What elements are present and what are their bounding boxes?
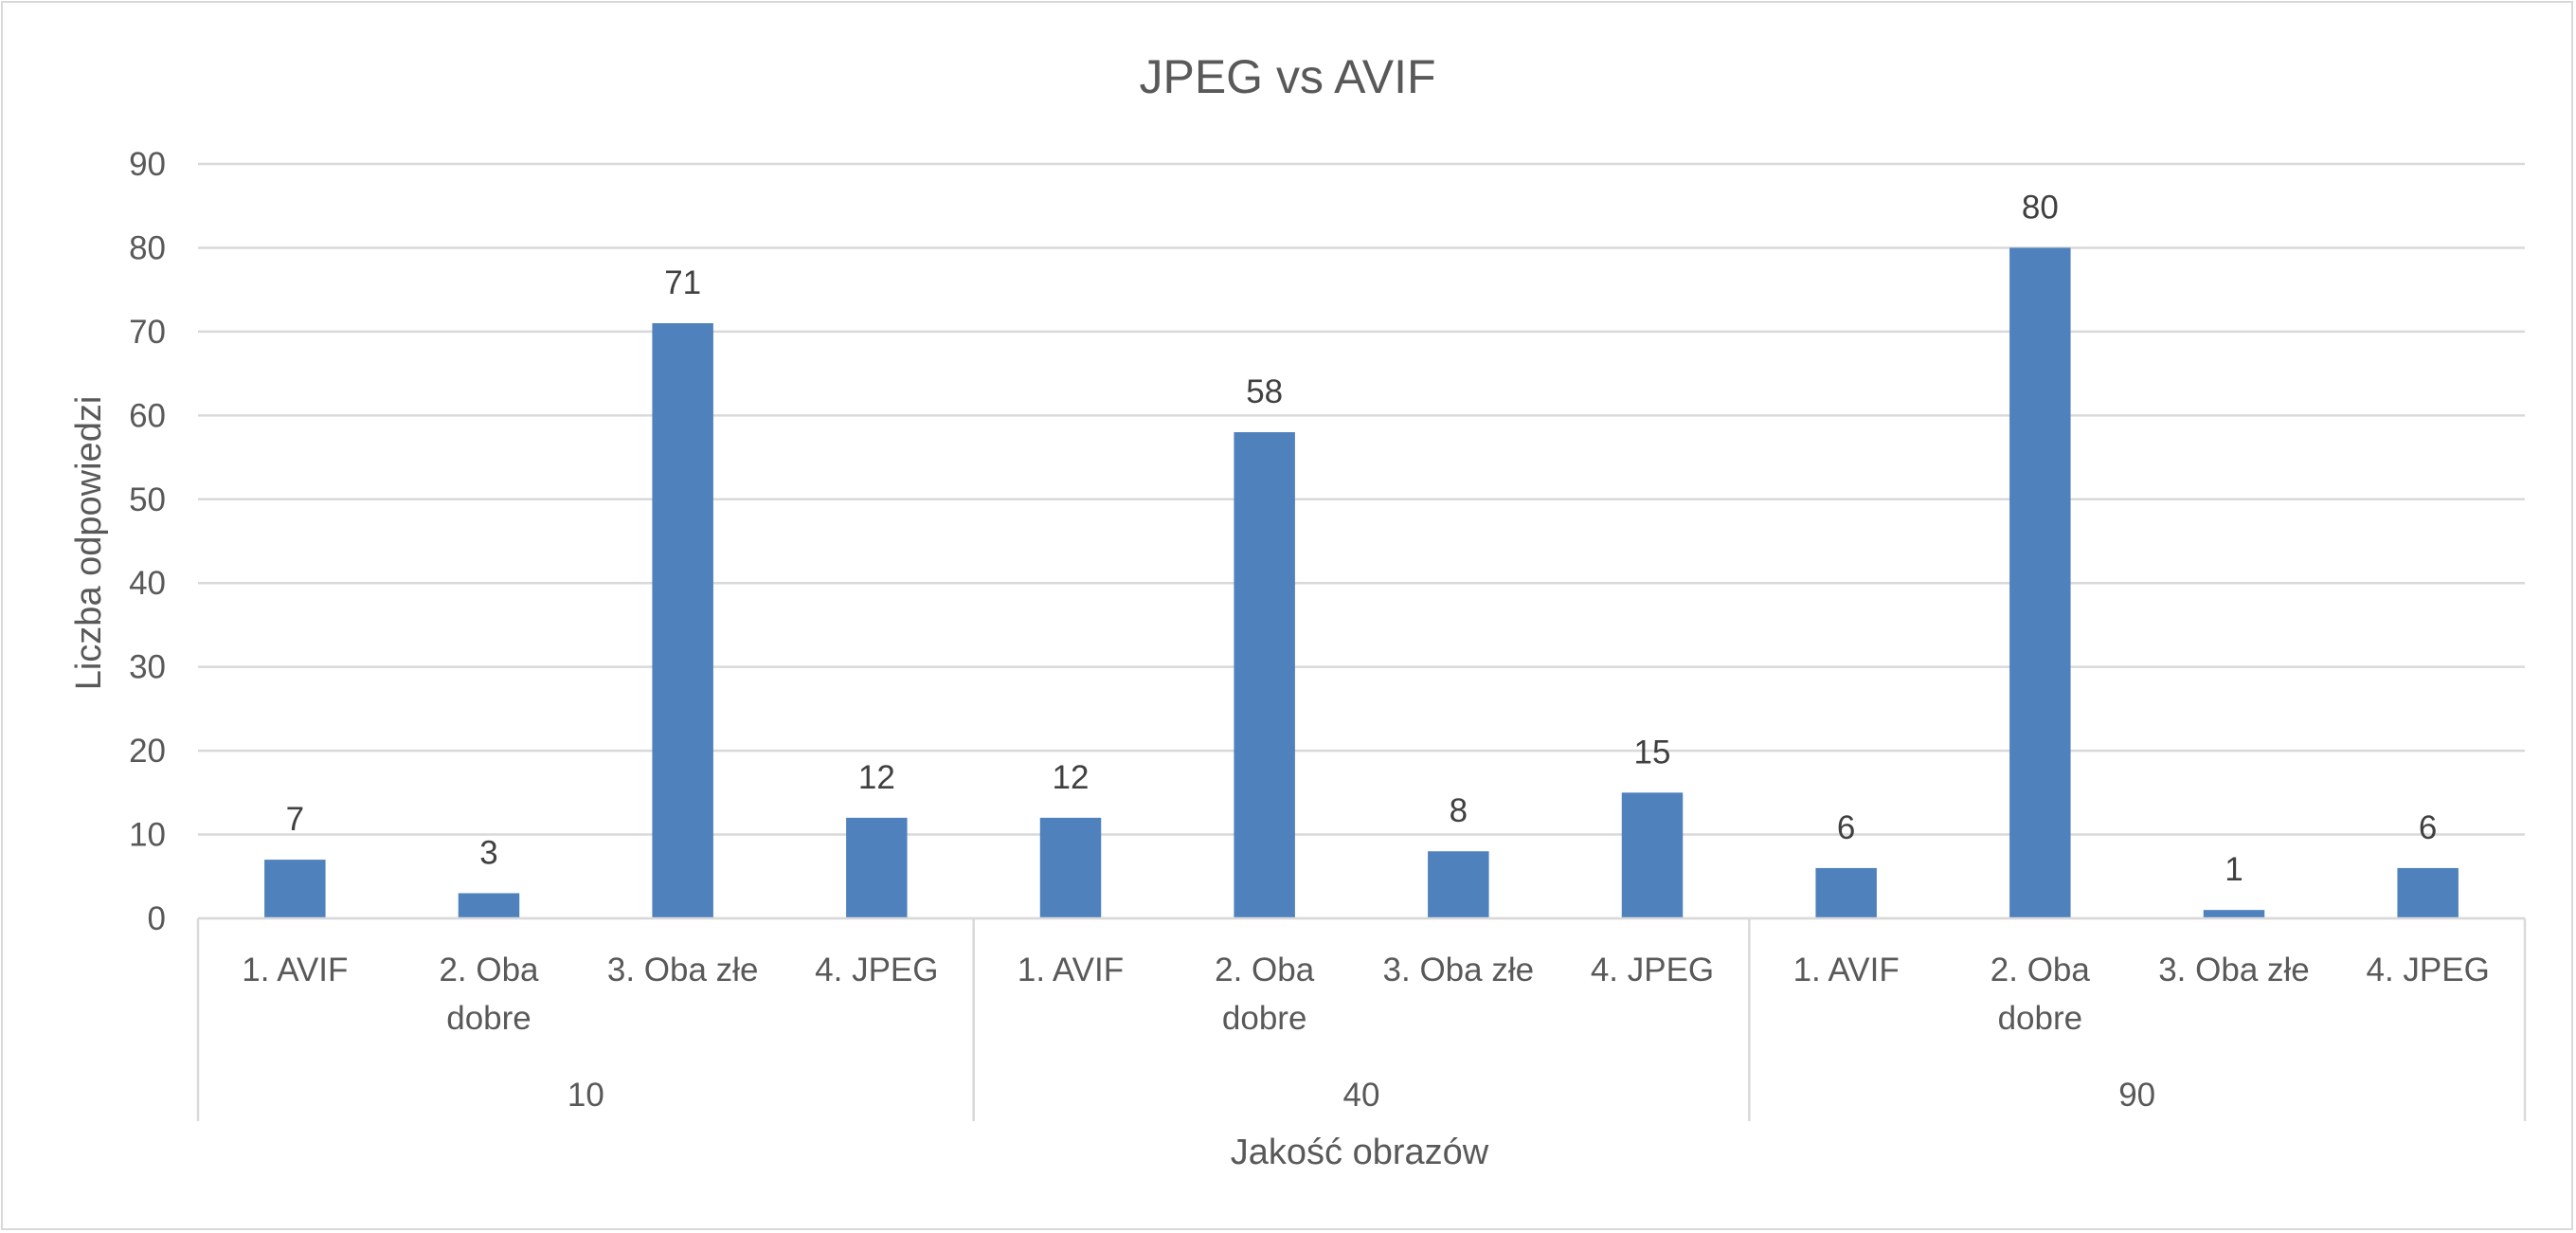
x-category-label: 1. AVIF — [1793, 952, 1900, 988]
bar — [458, 893, 520, 918]
bar — [1815, 867, 1877, 918]
y-axis-ticks: 0 10 20 30 40 50 60 70 80 90 — [129, 146, 166, 937]
x-group-label: 40 — [1343, 1077, 1380, 1114]
x-category-label: 1. AVIF — [1018, 952, 1124, 988]
x-category-label: dobre — [446, 1000, 531, 1037]
y-tick-label: 50 — [129, 481, 166, 518]
x-category-label: 3. Oba złe — [607, 952, 759, 988]
data-label: 8 — [1450, 792, 1468, 829]
data-label: 6 — [2419, 809, 2437, 846]
x-group-label: 10 — [567, 1077, 604, 1114]
data-label: 12 — [1053, 759, 1090, 796]
x-category-label: 3. Oba złe — [2158, 952, 2310, 988]
data-labels: 7 3 71 12 12 58 8 15 6 80 1 6 — [286, 189, 2438, 888]
bar — [652, 323, 713, 918]
bar — [2203, 910, 2265, 918]
x-category-label: 1. AVIF — [242, 952, 348, 988]
bar — [1039, 817, 1102, 918]
y-axis-title: Liczba odpowiedzi — [69, 396, 109, 691]
y-tick-label: 90 — [129, 146, 166, 183]
x-category-label: 2. Oba — [439, 952, 539, 988]
x-category-label: 4. JPEG — [2367, 952, 2490, 988]
x-category-label: 3. Oba złe — [1383, 952, 1535, 988]
x-category-label: 4. JPEG — [815, 952, 938, 988]
y-tick-label: 30 — [129, 649, 166, 686]
bar — [1234, 432, 1295, 918]
data-label: 3 — [479, 834, 497, 871]
y-tick-label: 70 — [129, 314, 166, 351]
data-label: 6 — [1837, 809, 1855, 846]
x-axis: 1. AVIF 2. Oba dobre 3. Oba złe 4. JPEG 10 1. … — [196, 916, 2527, 1121]
data-label: 7 — [286, 801, 304, 838]
bar — [1621, 792, 1684, 918]
bar — [846, 817, 908, 918]
data-label: 80 — [2022, 189, 2059, 226]
x-axis-title: Jakość obrazów — [1231, 1133, 1489, 1172]
bars — [264, 247, 2459, 918]
y-tick-label: 40 — [129, 565, 166, 602]
bar — [1428, 851, 1489, 918]
data-label: 58 — [1246, 373, 1283, 410]
data-label: 71 — [664, 264, 701, 301]
y-tick-label: 80 — [129, 229, 166, 266]
data-label: 15 — [1634, 734, 1671, 771]
x-category-label: 2. Oba — [1215, 952, 1315, 988]
bar-chart: JPEG vs AVIF Liczba odpowiedzi Jakość ob… — [69, 50, 2527, 1172]
y-tick-label: 10 — [129, 817, 166, 854]
chart-title: JPEG vs AVIF — [1139, 50, 1435, 103]
x-category-label: 2. Oba — [1991, 952, 2091, 988]
bar — [2009, 247, 2071, 918]
data-label: 12 — [858, 759, 895, 796]
x-group-label: 90 — [2118, 1077, 2155, 1114]
x-category-label: dobre — [1222, 1000, 1307, 1037]
y-tick-label: 60 — [129, 397, 166, 434]
data-label: 1 — [2225, 851, 2243, 888]
x-category-label: dobre — [1998, 1000, 2083, 1037]
y-tick-label: 0 — [148, 900, 166, 937]
x-category-label: 4. JPEG — [1591, 952, 1714, 988]
bar — [2397, 867, 2459, 918]
gridlines — [198, 162, 2525, 920]
y-tick-label: 20 — [129, 733, 166, 770]
bar — [264, 860, 326, 918]
